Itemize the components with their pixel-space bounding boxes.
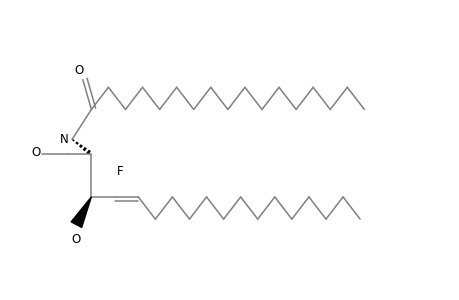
Text: O: O	[75, 64, 84, 77]
Text: O: O	[31, 146, 40, 160]
Text: F: F	[116, 165, 123, 178]
Polygon shape	[71, 197, 91, 227]
Text: O: O	[72, 233, 81, 246]
Text: N: N	[60, 133, 68, 146]
